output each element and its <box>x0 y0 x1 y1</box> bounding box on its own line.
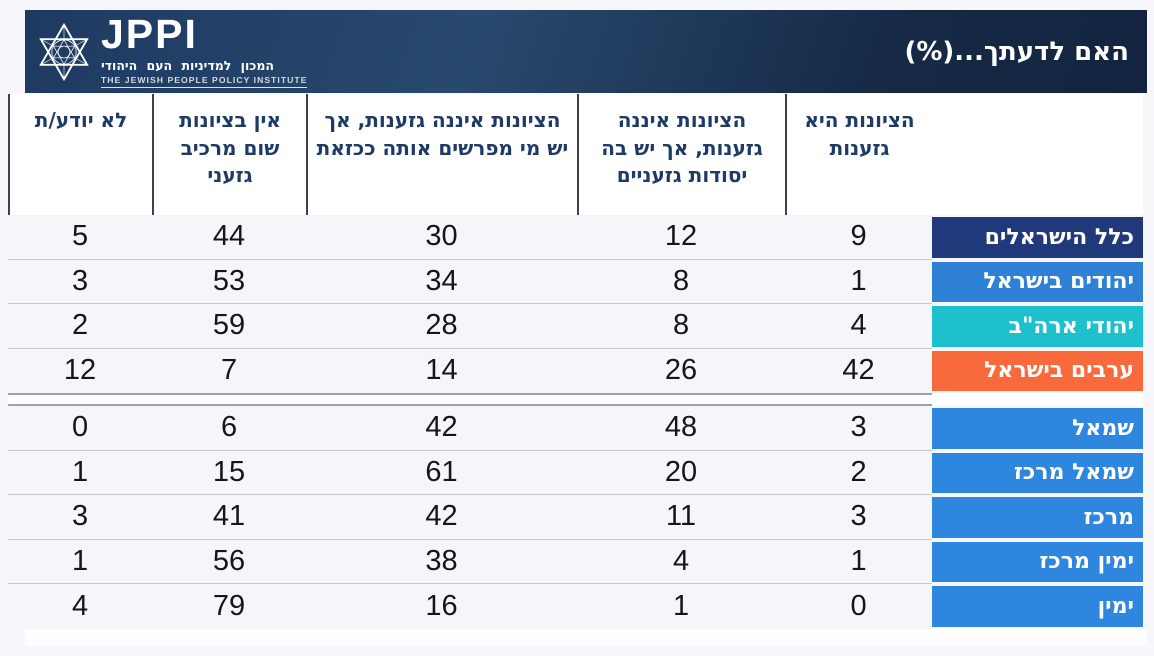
column-header: הציונות איננה גזענות, אך יש מי מפרשים או… <box>306 94 577 215</box>
table-row: מרכז 3 11 42 41 3 <box>8 495 1143 540</box>
value-cell: 15 <box>152 450 306 495</box>
table-row: ימין מרכז 1 4 38 56 1 <box>8 539 1143 584</box>
brand-acronym: JPPI <box>101 11 198 58</box>
value-cell: 1 <box>8 539 152 584</box>
value-cell: 1 <box>8 450 152 495</box>
table-body: כלל הישראלים 9 12 30 44 5 יהודים בישראל 1 8 34 53 3… <box>8 215 1143 629</box>
value-cell: 6 <box>152 406 306 451</box>
star-of-david-icon <box>39 22 89 81</box>
value-cell: 0 <box>8 406 152 451</box>
value-cell: 4 <box>8 584 152 629</box>
value-cell: 56 <box>152 539 306 584</box>
value-cell: 34 <box>306 259 577 304</box>
value-cell: 79 <box>152 584 306 629</box>
column-header: לא יודע/ת <box>8 94 152 215</box>
table-row: כלל הישראלים 9 12 30 44 5 <box>8 215 1143 260</box>
row-label: ערבים בישראל <box>932 350 1143 391</box>
bottom-strip <box>25 629 1147 646</box>
value-cell: 14 <box>306 348 577 393</box>
column-header-row: הציונות היא גזענות הציונות איננה גזענות, … <box>8 94 1143 215</box>
column-header: הציונות איננה גזענות, אך יש בה יסודות גז… <box>577 94 785 215</box>
table-row: שמאל 3 48 42 6 0 <box>8 406 1143 451</box>
value-cell: 44 <box>152 215 306 260</box>
value-cell: 8 <box>577 304 785 349</box>
value-cell: 41 <box>152 495 306 540</box>
value-cell: 3 <box>785 495 932 540</box>
value-cell: 12 <box>577 215 785 260</box>
row-label: מרכז <box>932 497 1143 538</box>
value-cell: 38 <box>306 539 577 584</box>
value-cell: 4 <box>577 539 785 584</box>
value-cell: 16 <box>306 584 577 629</box>
value-cell: 42 <box>306 495 577 540</box>
value-cell: 48 <box>577 406 785 451</box>
value-cell: 9 <box>785 215 932 260</box>
value-cell: 0 <box>785 584 932 629</box>
group-divider-line <box>8 393 932 406</box>
value-cell: 12 <box>8 348 152 393</box>
value-cell: 28 <box>306 304 577 349</box>
row-label: ימין מרכז <box>932 541 1143 582</box>
value-cell: 30 <box>306 215 577 260</box>
column-header: אין בציונות שום מרכיב גזעני <box>152 94 306 215</box>
row-label: יהודים בישראל <box>932 261 1143 302</box>
table-row: ימין 0 1 16 79 4 <box>8 584 1143 629</box>
title-band: JPPI המכון למדיניות העם היהודי THE JEWIS… <box>25 10 1147 93</box>
value-cell: 1 <box>785 259 932 304</box>
row-label: שמאל <box>932 408 1143 449</box>
survey-table: הציונות היא גזענות הציונות איננה גזענות, … <box>8 94 1143 629</box>
row-label: כלל הישראלים <box>932 217 1143 258</box>
table-row: יהודי ארה"ב 4 8 28 59 2 <box>8 304 1143 349</box>
value-cell: 42 <box>785 348 932 393</box>
value-cell: 61 <box>306 450 577 495</box>
brand-logo: JPPI המכון למדיניות העם היהודי THE JEWIS… <box>25 11 308 88</box>
value-cell: 3 <box>8 495 152 540</box>
value-cell: 3 <box>785 406 932 451</box>
page-title: האם לדעתך...(%) <box>904 36 1129 67</box>
value-cell: 1 <box>785 539 932 584</box>
value-cell: 4 <box>785 304 932 349</box>
group-divider-label-spacer <box>932 393 1143 406</box>
row-label: ימין <box>932 586 1143 627</box>
row-label: שמאל מרכז <box>932 452 1143 493</box>
row-label-header-spacer <box>932 94 1143 215</box>
value-cell: 5 <box>8 215 152 260</box>
brand-english-name: THE JEWISH PEOPLE POLICY INSTITUTE <box>101 75 308 88</box>
table-row: יהודים בישראל 1 8 34 53 3 <box>8 259 1143 304</box>
value-cell: 42 <box>306 406 577 451</box>
value-cell: 7 <box>152 348 306 393</box>
value-cell: 2 <box>785 450 932 495</box>
value-cell: 3 <box>8 259 152 304</box>
value-cell: 53 <box>152 259 306 304</box>
value-cell: 20 <box>577 450 785 495</box>
value-cell: 59 <box>152 304 306 349</box>
table-row: ערבים בישראל 42 26 14 7 12 <box>8 348 1143 393</box>
row-label: יהודי ארה"ב <box>932 306 1143 347</box>
value-cell: 8 <box>577 259 785 304</box>
group-divider <box>8 393 1143 406</box>
brand-text: JPPI המכון למדיניות העם היהודי THE JEWIS… <box>101 11 308 88</box>
value-cell: 1 <box>577 584 785 629</box>
column-header: הציונות היא גזענות <box>785 94 932 215</box>
value-cell: 11 <box>577 495 785 540</box>
value-cell: 2 <box>8 304 152 349</box>
value-cell: 26 <box>577 348 785 393</box>
brand-hebrew-name: המכון למדיניות העם היהודי <box>101 57 274 73</box>
table-row: שמאל מרכז 2 20 61 15 1 <box>8 450 1143 495</box>
